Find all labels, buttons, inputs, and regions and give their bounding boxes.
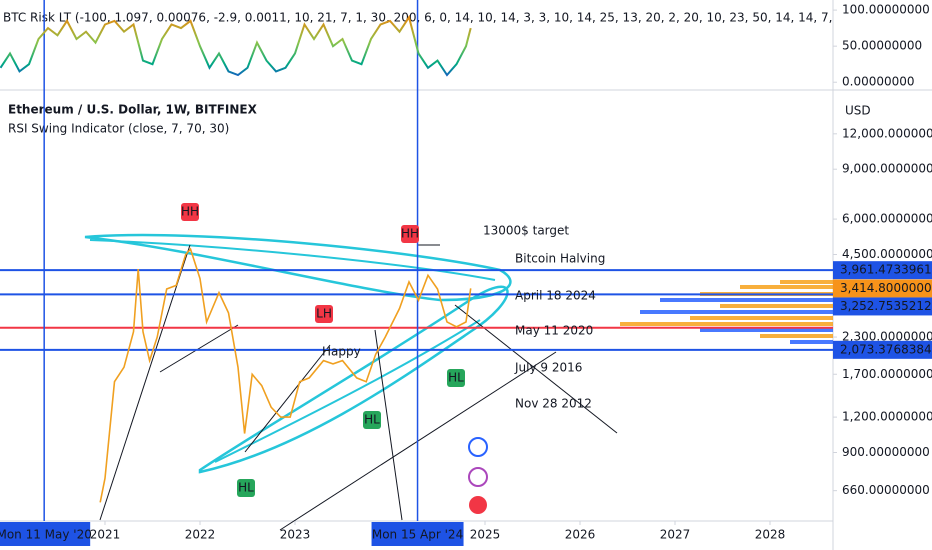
y-tick-label: 50.00000000 bbox=[842, 39, 922, 53]
x-tick-label: 2026 bbox=[565, 528, 596, 542]
x-tick-label: 2022 bbox=[185, 528, 216, 542]
y-tick-label: 12,000.00000000 bbox=[842, 126, 932, 140]
toolbar-icons[interactable] bbox=[468, 437, 488, 514]
badge-label: HL bbox=[364, 413, 380, 427]
annotation: April 18 2024 bbox=[515, 289, 596, 303]
currency: USD bbox=[845, 104, 871, 118]
badge-label: HH bbox=[181, 205, 199, 219]
series-line bbox=[0, 14, 472, 77]
price-label: 3,961.47339619 bbox=[840, 263, 932, 277]
x-tick-label: 2025 bbox=[470, 528, 501, 542]
price-label: 3,414.80000000 bbox=[840, 281, 932, 295]
price-label-box bbox=[833, 261, 932, 280]
x-tick-label: 2027 bbox=[660, 528, 691, 542]
series-line bbox=[99, 247, 472, 503]
price-label: 3,252.75352126 bbox=[840, 299, 932, 313]
badge-label: HL bbox=[448, 371, 464, 385]
date-label: Mon 11 May '20 bbox=[0, 528, 92, 542]
price-label-box bbox=[833, 279, 932, 298]
y-tick-label: 900.00000000 bbox=[842, 445, 930, 459]
indicator-title: RSI Swing Indicator (close, 7, 70, 30) bbox=[8, 122, 229, 136]
date-label: Mon 15 Apr '24 bbox=[372, 528, 463, 542]
badge-label: LH bbox=[316, 307, 332, 321]
badge bbox=[315, 305, 333, 323]
icon[interactable] bbox=[469, 496, 487, 514]
y-tick-label: 4,500.00000000 bbox=[842, 247, 932, 261]
badge bbox=[447, 369, 465, 387]
badge-label: HL bbox=[238, 481, 254, 495]
annotation: 13000$ target bbox=[483, 224, 569, 238]
risk-title: BTC Risk LT (-100, 1.097, 0.00076, -2.9,… bbox=[3, 11, 932, 25]
annotation: Bitcoin Halving bbox=[515, 252, 605, 266]
price-label: 2,073.37683843 bbox=[840, 342, 932, 356]
y-tick-label: 660.00000000 bbox=[842, 483, 930, 497]
icon[interactable] bbox=[468, 467, 488, 487]
y-tick-label: 6,000.00000000 bbox=[842, 212, 932, 226]
badge bbox=[401, 225, 419, 243]
badge bbox=[363, 411, 381, 429]
annotation: July 9 2016 bbox=[514, 361, 582, 375]
symbol-title: Ethereum / U.S. Dollar, 1W, BITFINEX bbox=[8, 103, 258, 117]
icon[interactable] bbox=[468, 437, 488, 457]
date-label-box bbox=[371, 522, 464, 546]
annotation: Happy bbox=[322, 345, 361, 359]
badge bbox=[237, 479, 255, 497]
date-label-box bbox=[0, 522, 91, 546]
y-tick-label: 2,300.00000000 bbox=[842, 330, 932, 344]
x-tick-label: 2023 bbox=[280, 528, 311, 542]
x-tick-label: 2028 bbox=[755, 528, 786, 542]
y-tick-label: 0.00000000 bbox=[842, 75, 915, 89]
y-tick-label: 100.00000000 bbox=[842, 3, 930, 17]
x-tick-label: 2021 bbox=[90, 528, 121, 542]
y-tick-label: 1,200.00000000 bbox=[842, 410, 932, 424]
volume-profile bbox=[620, 280, 833, 344]
price-label-box bbox=[833, 340, 932, 359]
y-tick-label: 1,700.00000000 bbox=[842, 367, 932, 381]
price-label-box bbox=[833, 297, 932, 316]
annotation: May 11 2020 bbox=[515, 324, 593, 338]
badge bbox=[181, 203, 199, 221]
badge-label: HH bbox=[401, 227, 419, 241]
annotation: Nov 28 2012 bbox=[515, 397, 592, 411]
drawings bbox=[84, 233, 618, 531]
y-tick-label: 9,000.00000000 bbox=[842, 162, 932, 176]
